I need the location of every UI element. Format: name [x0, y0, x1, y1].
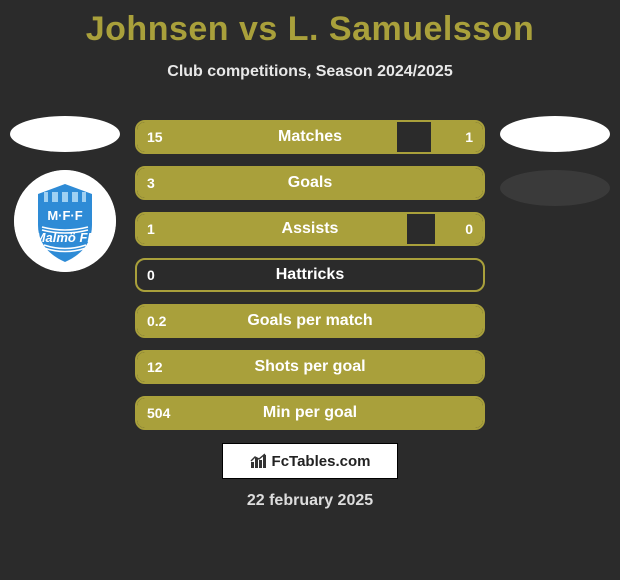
- stat-label: Shots per goal: [137, 358, 483, 376]
- stat-row-shots-per-goal: 12Shots per goal: [135, 350, 485, 384]
- right-player-column: [500, 116, 610, 206]
- stat-label: Matches: [137, 128, 483, 146]
- chart-icon: [250, 453, 268, 469]
- stat-row-min-per-goal: 504Min per goal: [135, 396, 485, 430]
- stat-row-goals: 3Goals: [135, 166, 485, 200]
- date-label: 22 february 2025: [0, 492, 620, 510]
- brand-text: FcTables.com: [272, 453, 371, 470]
- left-player-column: M·F·F Malmö FF: [10, 116, 120, 272]
- svg-text:M·F·F: M·F·F: [47, 208, 82, 223]
- comparison-bars: 151Matches 3Goals 10Assists 0Hattricks 0.2Go…: [135, 120, 485, 442]
- right-flag: [500, 116, 610, 152]
- left-flag: [10, 116, 120, 152]
- subtitle: Club competitions, Season 2024/2025: [0, 63, 620, 81]
- stat-row-matches: 151Matches: [135, 120, 485, 154]
- left-club-badge: M·F·F Malmö FF: [14, 170, 116, 272]
- right-club-placeholder: [500, 170, 610, 206]
- stat-row-assists: 10Assists: [135, 212, 485, 246]
- brand-badge[interactable]: FcTables.com: [222, 443, 398, 479]
- stat-row-goals-per-match: 0.2Goals per match: [135, 304, 485, 338]
- stat-label: Goals per match: [137, 312, 483, 330]
- stat-label: Assists: [137, 220, 483, 238]
- page-title: Johnsen vs L. Samuelsson: [0, 0, 620, 49]
- stat-label: Goals: [137, 174, 483, 192]
- stat-label: Min per goal: [137, 404, 483, 422]
- stat-label: Hattricks: [137, 266, 483, 284]
- stat-row-hattricks: 0Hattricks: [135, 258, 485, 292]
